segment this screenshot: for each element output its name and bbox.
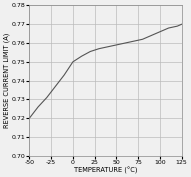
Y-axis label: REVERSE CURRENT LIMIT (A): REVERSE CURRENT LIMIT (A): [3, 33, 10, 128]
X-axis label: TEMPERATURE (°C): TEMPERATURE (°C): [74, 166, 137, 173]
